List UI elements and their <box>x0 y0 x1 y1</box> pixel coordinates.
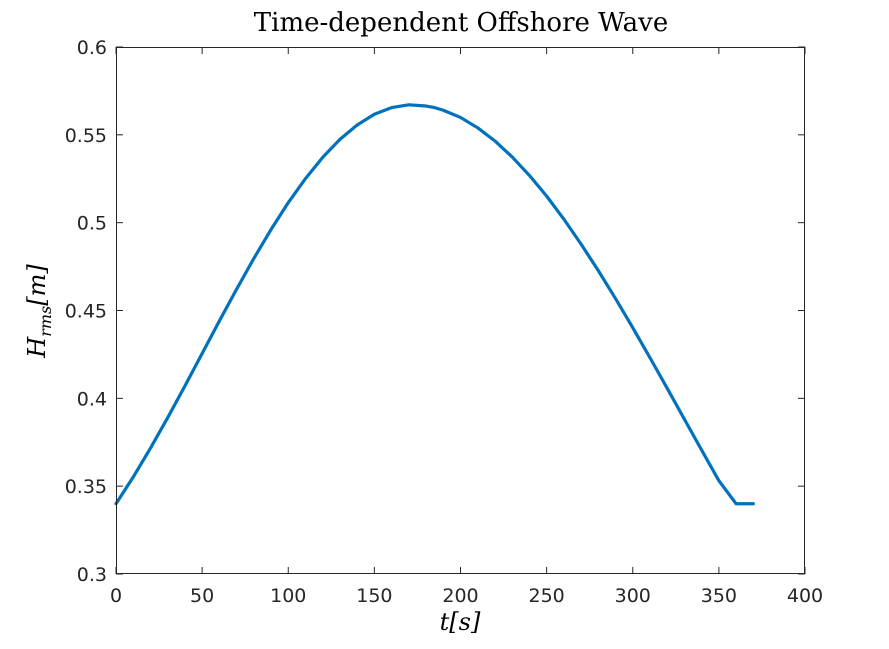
data-layer <box>114 103 755 506</box>
x-axis-label: t[s] <box>440 608 481 636</box>
x-axis-ticks: 0 50 100 150 200 250 300 350 400 <box>110 47 823 607</box>
x-tick-label: 400 <box>787 585 823 607</box>
x-tick-label: 300 <box>615 585 651 607</box>
y-axis-label: Hrms[m] <box>23 264 55 359</box>
y-tick-label: 0.4 <box>77 388 107 410</box>
y-tick-label: 0.3 <box>77 564 107 586</box>
y-axis-label-main: H <box>23 336 51 359</box>
x-tick-label: 250 <box>528 585 564 607</box>
x-tick-label: 0 <box>110 585 122 607</box>
y-tick-label: 0.35 <box>65 476 107 498</box>
y-tick-label: 0.45 <box>65 301 107 323</box>
x-tick-label: 200 <box>442 585 478 607</box>
chart-title: Time-dependent Offshore Wave <box>254 8 668 38</box>
y-axis-label-group: Hrms[m] <box>23 264 55 359</box>
x-tick-label: 350 <box>701 585 737 607</box>
y-axis-ticks: 0.3 0.35 0.4 0.45 0.5 0.55 0.6 <box>65 37 805 586</box>
y-axis-label-unit: [m] <box>23 264 51 306</box>
y-axis-label-subscript: rms <box>36 306 55 337</box>
plot-area-background <box>116 47 805 574</box>
y-tick-label: 0.55 <box>65 125 107 147</box>
x-tick-label: 50 <box>190 585 214 607</box>
y-tick-label: 0.5 <box>77 213 107 235</box>
x-tick-label: 100 <box>270 585 306 607</box>
series-line-0 <box>114 103 755 506</box>
x-tick-label: 150 <box>356 585 392 607</box>
y-tick-label: 0.6 <box>77 37 107 59</box>
